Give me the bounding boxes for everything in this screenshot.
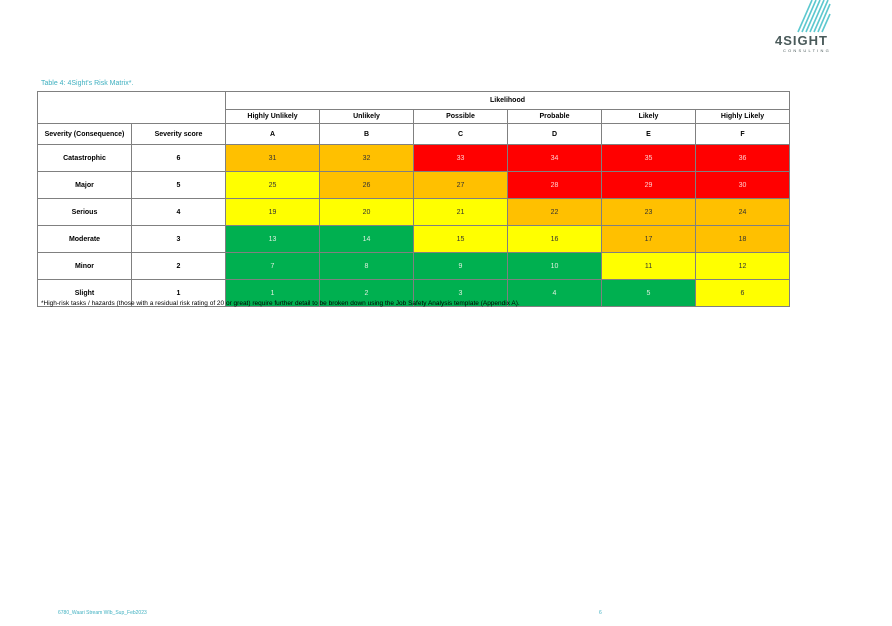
severity-label: Serious [37, 198, 132, 226]
footer-page-number: 6 [599, 610, 602, 616]
risk-cell: 10 [507, 252, 602, 280]
footer-doc-ref: 6780_Waari Stream WIb_Sup_Feb2023 [58, 610, 147, 616]
matrix-body: Catastrophic 6 31 32 33 34 35 36 Major 5 25 26 27 28 2… [37, 144, 790, 307]
severity-label: Moderate [37, 225, 132, 253]
likelihood-label: Likely [601, 109, 696, 124]
risk-cell: 18 [695, 225, 790, 253]
severity-score: 5 [131, 171, 226, 199]
likelihood-label: Highly Unlikely [225, 109, 320, 124]
risk-cell: 2 [319, 279, 414, 307]
risk-cell: 17 [601, 225, 696, 253]
risk-cell: 33 [413, 144, 508, 172]
likelihood-label: Unlikely [319, 109, 414, 124]
severity-header: Severity (Consequence) [37, 123, 132, 145]
risk-cell: 14 [319, 225, 414, 253]
risk-cell: 23 [601, 198, 696, 226]
risk-cell: 35 [601, 144, 696, 172]
table-row: Major 5 25 26 27 28 29 30 [37, 171, 790, 199]
risk-cell: 1 [225, 279, 320, 307]
risk-cell: 6 [695, 279, 790, 307]
severity-score: 3 [131, 225, 226, 253]
risk-cell: 32 [319, 144, 414, 172]
risk-cell: 21 [413, 198, 508, 226]
severity-label: Minor [37, 252, 132, 280]
risk-cell: 5 [601, 279, 696, 307]
risk-cell: 27 [413, 171, 508, 199]
risk-cell: 3 [413, 279, 508, 307]
risk-matrix-table: Likelihood Highly Unlikely Unlikely Possib… [37, 91, 790, 307]
likelihood-letter: D [507, 123, 602, 145]
risk-cell: 4 [507, 279, 602, 307]
header-corner [37, 91, 226, 124]
risk-cell: 31 [225, 144, 320, 172]
risk-cell: 20 [319, 198, 414, 226]
risk-cell: 12 [695, 252, 790, 280]
risk-cell: 16 [507, 225, 602, 253]
severity-score: 4 [131, 198, 226, 226]
risk-cell: 29 [601, 171, 696, 199]
risk-cell: 15 [413, 225, 508, 253]
likelihood-label: Possible [413, 109, 508, 124]
likelihood-letter: C [413, 123, 508, 145]
risk-cell: 25 [225, 171, 320, 199]
company-logo [772, 0, 844, 58]
table-row: Catastrophic 6 31 32 33 34 35 36 [37, 144, 790, 172]
risk-cell: 34 [507, 144, 602, 172]
severity-label: Major [37, 171, 132, 199]
risk-cell: 22 [507, 198, 602, 226]
severity-score: 2 [131, 252, 226, 280]
severity-label: Slight [37, 279, 132, 307]
score-header: Severity score [131, 123, 226, 145]
risk-cell: 8 [319, 252, 414, 280]
risk-cell: 26 [319, 171, 414, 199]
logo-stripes-icon [797, 0, 831, 33]
likelihood-letter: B [319, 123, 414, 145]
likelihood-label: Highly Likely [695, 109, 790, 124]
likelihood-letter: A [225, 123, 320, 145]
risk-cell: 7 [225, 252, 320, 280]
risk-cell: 19 [225, 198, 320, 226]
likelihood-label: Probable [507, 109, 602, 124]
severity-score: 6 [131, 144, 226, 172]
severity-score: 1 [131, 279, 226, 307]
likelihood-header: Likelihood [225, 91, 790, 110]
severity-label: Catastrophic [37, 144, 132, 172]
likelihood-letter: F [695, 123, 790, 145]
likelihood-letter: E [601, 123, 696, 145]
risk-cell: 28 [507, 171, 602, 199]
logo-subtitle: CONSULTING [783, 48, 831, 53]
risk-cell: 36 [695, 144, 790, 172]
table-row: Moderate 3 13 14 15 16 17 18 [37, 225, 790, 253]
table-row: Minor 2 7 8 9 10 11 12 [37, 252, 790, 280]
risk-cell: 13 [225, 225, 320, 253]
table-row: Serious 4 19 20 21 22 23 24 [37, 198, 790, 226]
logo-wordmark: 4SIGHT [775, 33, 828, 48]
table-caption: Table 4: 4Sight's Risk Matrix*. [41, 80, 134, 87]
risk-cell: 30 [695, 171, 790, 199]
risk-cell: 24 [695, 198, 790, 226]
footnote: *High-risk tasks / hazards (those with a… [41, 300, 520, 307]
table-row: Slight 1 1 2 3 4 5 6 [37, 279, 790, 307]
risk-cell: 9 [413, 252, 508, 280]
risk-cell: 11 [601, 252, 696, 280]
